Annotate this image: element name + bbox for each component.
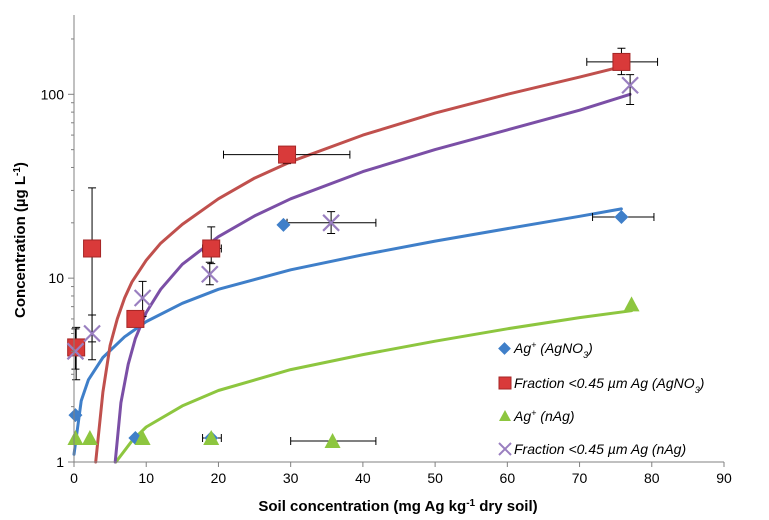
legend-label-fraction-nag: Fraction <0.45 µm Ag (nAg)	[514, 441, 686, 457]
legend-x-marker	[499, 443, 511, 455]
data-point-ag_nag	[624, 296, 640, 311]
x-tick-label: 20	[211, 470, 227, 486]
data-point-frac_agno3	[279, 146, 296, 163]
legend-square-marker	[499, 377, 511, 389]
data-point-ag_agno3	[614, 210, 628, 224]
legend-item-ag-agno3: Ag+ (AgNO3)	[498, 340, 593, 360]
legend: Ag+ (AgNO3) Fraction <0.45 µm Ag (AgNO3)…	[498, 340, 704, 457]
y-tick-label: 10	[48, 270, 64, 286]
legend-item-fraction-nag: Fraction <0.45 µm Ag (nAg)	[499, 441, 686, 457]
y-tick-label: 100	[41, 86, 65, 102]
data-point-ag_nag	[67, 430, 83, 445]
fit_frac_agno3	[96, 66, 623, 462]
data-point-ag_nag	[82, 430, 98, 445]
legend-label-ag-nag: Ag+ (nAg)	[513, 408, 575, 424]
x-tick-label: 50	[427, 470, 443, 486]
fit-lines-layer	[74, 66, 632, 462]
y-axis-title: Concentration (µg L-1)	[12, 162, 30, 318]
data-point-frac_agno3	[84, 240, 101, 257]
legend-item-ag-nag: Ag+ (nAg)	[499, 408, 575, 424]
legend-label-fraction-agno3: Fraction <0.45 µm Ag (AgNO3)	[514, 375, 704, 395]
x-tick-label: 30	[283, 470, 299, 486]
data-point-frac_agno3	[127, 310, 144, 327]
x-tick-label: 10	[138, 470, 154, 486]
y-ticks: 1 10 100	[41, 39, 74, 470]
data-point-frac_agno3	[613, 53, 630, 70]
y-tick-label: 1	[56, 454, 64, 470]
x-axis-title: Soil concentration (mg Ag kg-1 dry soil)	[258, 498, 537, 516]
x-tick-label: 60	[500, 470, 516, 486]
x-tick-label: 80	[644, 470, 660, 486]
x-tick-label: 70	[572, 470, 588, 486]
legend-label-ag-agno3: Ag+ (AgNO3)	[513, 340, 593, 360]
x-tick-label: 0	[70, 470, 78, 486]
data-point-ag_agno3	[276, 218, 290, 232]
x-tick-label: 90	[716, 470, 732, 486]
legend-item-fraction-agno3: Fraction <0.45 µm Ag (AgNO3)	[499, 375, 704, 395]
x-tick-label: 40	[355, 470, 371, 486]
fit_frac_nag	[115, 94, 630, 462]
legend-diamond-marker	[498, 342, 511, 355]
legend-triangle-marker	[499, 410, 511, 421]
data-point-frac_agno3	[203, 240, 220, 257]
x-ticks: 0 10 20 30 40 50 60 70 80 90	[70, 462, 732, 486]
